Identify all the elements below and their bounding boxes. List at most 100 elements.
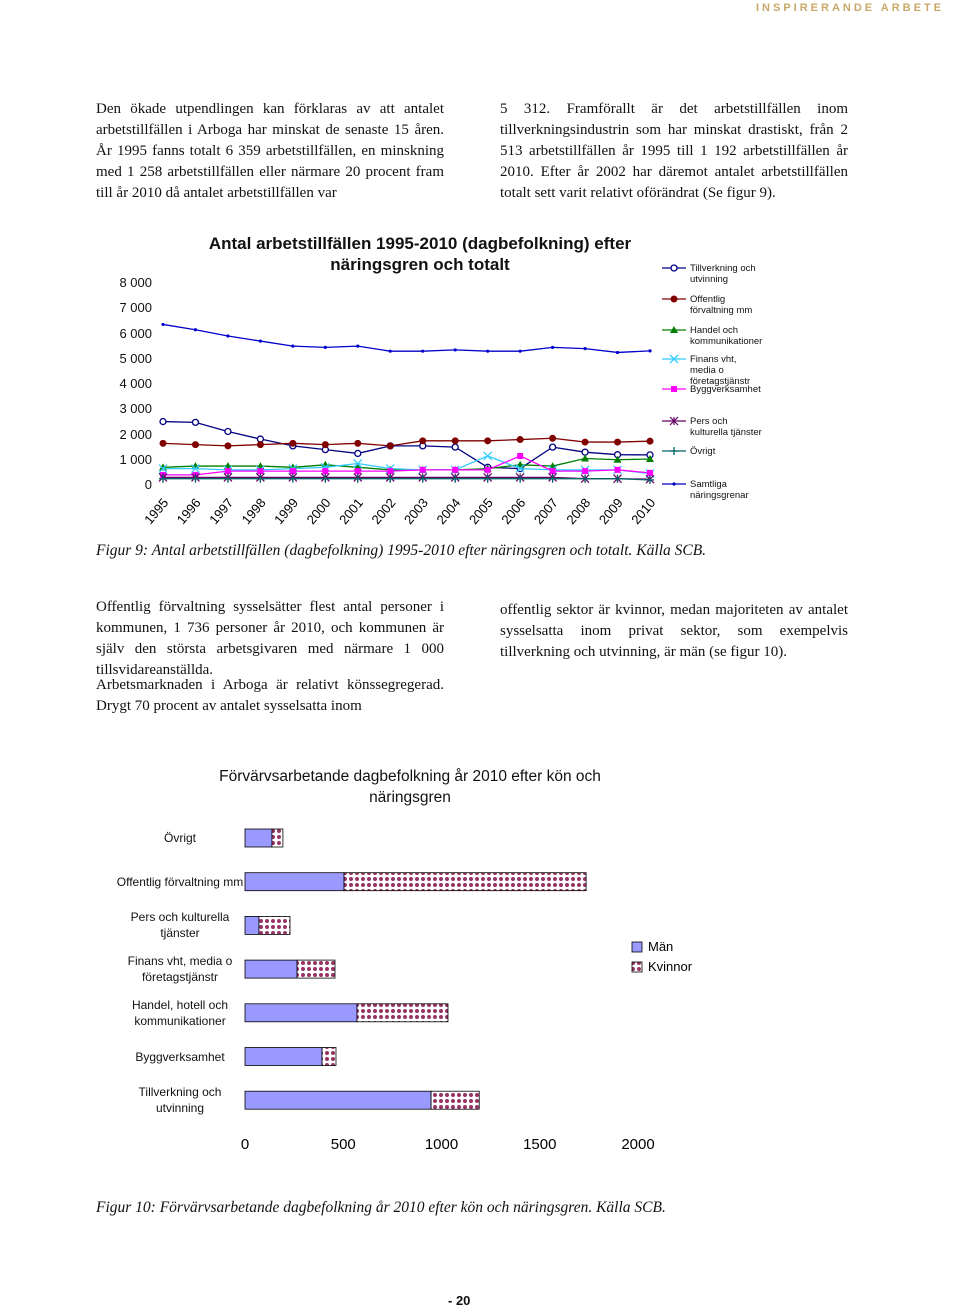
marker bbox=[323, 345, 327, 349]
marker bbox=[256, 474, 265, 483]
section-header: INSPIRERANDE ARBETE bbox=[756, 2, 944, 14]
x-tick-label: 1997 bbox=[206, 495, 236, 527]
marker bbox=[386, 474, 395, 483]
paragraph: 5 312. Framförallt är det arbetstillfäll… bbox=[500, 101, 848, 201]
y-tick-label: 4 000 bbox=[119, 376, 152, 391]
category-label: Finans vht, media o företagstjänstr bbox=[127, 954, 233, 985]
marker bbox=[483, 474, 492, 483]
marker bbox=[582, 468, 589, 475]
marker bbox=[289, 468, 296, 475]
category-label: Övrigt bbox=[163, 831, 196, 845]
marker bbox=[321, 474, 330, 483]
marker bbox=[451, 474, 460, 483]
marker bbox=[672, 482, 676, 486]
marker bbox=[356, 344, 360, 348]
x-tick-label: 2000 bbox=[621, 1136, 654, 1153]
marker bbox=[549, 434, 557, 442]
y-tick-label: 1 000 bbox=[119, 451, 152, 467]
marker bbox=[421, 349, 425, 353]
figure-caption: Figur 9: Antal arbetstillfällen (dagbefo… bbox=[96, 542, 707, 559]
marker bbox=[224, 442, 232, 450]
legend-swatch bbox=[631, 961, 643, 973]
marker bbox=[581, 448, 589, 456]
marker bbox=[669, 416, 679, 426]
marker bbox=[223, 474, 232, 483]
legend-label: Offentlig förvaltning mm bbox=[690, 294, 753, 316]
marker bbox=[451, 443, 459, 451]
series-line bbox=[162, 457, 651, 471]
x-tick-label: 1500 bbox=[523, 1136, 556, 1153]
legend-label: Pers och kulturella tjänster bbox=[690, 416, 762, 438]
marker bbox=[517, 452, 524, 459]
marker bbox=[670, 264, 678, 272]
x-tick-label: 1999 bbox=[271, 495, 301, 527]
marker bbox=[321, 441, 329, 449]
marker bbox=[191, 464, 200, 474]
bar bbox=[244, 1090, 432, 1110]
x-tick-label: 2009 bbox=[596, 495, 626, 527]
legend-label: Handel och kommunikationer bbox=[690, 325, 763, 347]
x-tick-label: 2010 bbox=[628, 495, 658, 527]
legend-label: Män bbox=[648, 939, 673, 954]
category-label: Tillverkning och utvinning bbox=[138, 1085, 222, 1116]
category-label: Offentlig förvaltning mm bbox=[116, 874, 244, 889]
y-tick-label: 8 000 bbox=[119, 275, 152, 290]
marker bbox=[548, 443, 557, 451]
marker bbox=[258, 339, 262, 343]
x-tick-label: 2004 bbox=[433, 495, 463, 527]
marker bbox=[354, 468, 361, 475]
marker bbox=[191, 418, 200, 427]
marker bbox=[486, 349, 490, 353]
marker bbox=[193, 328, 198, 332]
marker bbox=[518, 349, 522, 353]
marker bbox=[322, 468, 329, 475]
marker bbox=[646, 454, 654, 462]
category-label: Handel, hotell och kommunikationer bbox=[131, 997, 229, 1028]
marker bbox=[614, 438, 622, 446]
marker bbox=[548, 474, 557, 483]
marker bbox=[670, 295, 678, 303]
bar bbox=[258, 916, 291, 935]
marker bbox=[581, 438, 589, 446]
marker bbox=[418, 474, 427, 483]
marker bbox=[484, 437, 492, 445]
marker bbox=[158, 464, 168, 474]
bar bbox=[244, 959, 298, 979]
x-tick-label: 2008 bbox=[563, 495, 593, 527]
category-label: Byggverksamhet bbox=[135, 1049, 225, 1064]
marker bbox=[419, 437, 427, 445]
category-label: Pers och kulturella tjänster bbox=[130, 910, 230, 941]
paragraph: Arbetsmarknaden i Arboga är relativt kön… bbox=[96, 677, 444, 714]
chart-title: Förvärvsarbetande dagbefolkning år 2010 … bbox=[219, 768, 601, 806]
marker bbox=[451, 437, 459, 445]
marker bbox=[386, 442, 394, 450]
series-line bbox=[163, 478, 651, 481]
series-line bbox=[163, 455, 651, 475]
marker bbox=[671, 386, 677, 392]
figure-caption: Figur 10: Förvärvsarbetande dagbefolknin… bbox=[96, 1199, 666, 1216]
marker bbox=[289, 439, 297, 447]
bar bbox=[343, 872, 587, 892]
marker bbox=[646, 437, 654, 445]
series-line bbox=[162, 323, 651, 354]
marker bbox=[551, 345, 555, 349]
marker bbox=[581, 474, 590, 483]
marker bbox=[516, 474, 525, 483]
marker bbox=[354, 439, 362, 447]
marker bbox=[670, 447, 678, 455]
bar bbox=[296, 959, 336, 979]
marker bbox=[613, 455, 622, 463]
bar bbox=[244, 916, 260, 935]
x-tick-label: 1996 bbox=[174, 495, 204, 527]
bar bbox=[244, 872, 345, 892]
y-tick-label: 2 000 bbox=[119, 426, 152, 442]
marker bbox=[256, 441, 264, 449]
marker bbox=[669, 354, 679, 364]
marker bbox=[353, 459, 363, 468]
marker bbox=[159, 474, 167, 483]
marker bbox=[615, 350, 620, 355]
marker bbox=[288, 474, 297, 483]
bar bbox=[244, 1047, 323, 1066]
marker bbox=[483, 451, 493, 461]
